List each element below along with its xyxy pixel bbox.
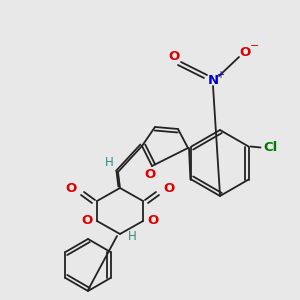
Text: O: O — [168, 50, 180, 64]
Text: +: + — [216, 70, 224, 80]
Text: O: O — [81, 214, 93, 227]
Text: H: H — [128, 230, 136, 242]
Text: Cl: Cl — [263, 141, 278, 154]
Text: O: O — [65, 182, 76, 196]
Text: H: H — [105, 155, 113, 169]
Text: N: N — [207, 74, 219, 86]
Text: O: O — [164, 182, 175, 196]
Text: O: O — [239, 46, 250, 59]
Text: O: O — [144, 169, 156, 182]
Text: −: − — [250, 41, 260, 51]
Text: O: O — [147, 214, 159, 227]
